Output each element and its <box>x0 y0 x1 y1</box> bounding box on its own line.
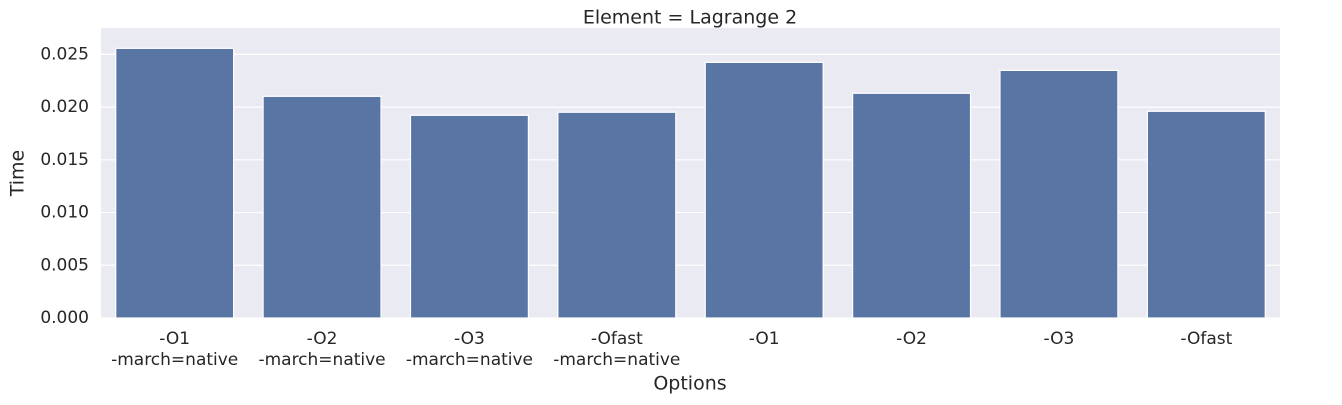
y-tick-label: 0.020 <box>40 97 89 117</box>
x-tick-label: -O1 -march=native <box>111 329 239 370</box>
x-tick-label: -O3 -march=native <box>405 329 534 370</box>
bar <box>409 114 529 319</box>
bar <box>262 95 382 319</box>
x-tick-label: -Ofast <box>1180 329 1233 349</box>
bar <box>115 47 235 319</box>
x-tick-label: -O3 <box>1043 329 1075 349</box>
y-tick-label: 0.010 <box>40 203 89 223</box>
y-tick-label: 0.000 <box>40 308 89 328</box>
bar <box>852 92 972 319</box>
bar <box>704 61 824 319</box>
y-tick-label: 0.025 <box>40 44 89 64</box>
x-tick-label: -O2 -march=native <box>258 329 386 370</box>
bar <box>1146 110 1266 319</box>
x-tick-label: -O1 <box>748 329 780 349</box>
x-tick-label: -Ofast -march=native <box>553 329 681 370</box>
bar <box>999 69 1119 319</box>
x-axis-label: Options <box>653 373 726 395</box>
bar <box>557 111 677 319</box>
y-tick-label: 0.005 <box>40 255 89 275</box>
chart-title: Element = Lagrange 2 <box>583 7 797 29</box>
y-axis-label: Time <box>7 150 29 198</box>
x-tick-label: -O2 <box>896 329 927 349</box>
y-tick-label: 0.015 <box>40 150 89 170</box>
